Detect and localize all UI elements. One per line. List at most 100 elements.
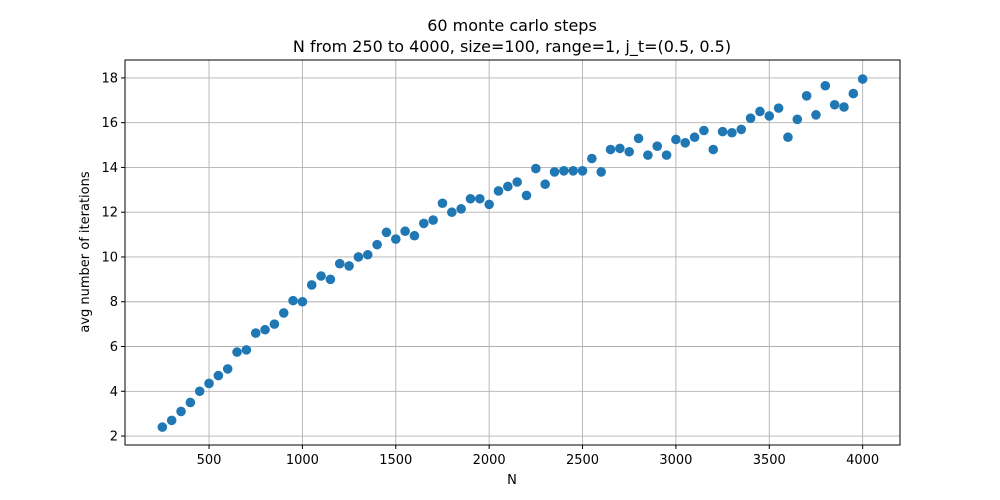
data-point bbox=[222, 364, 233, 374]
data-point bbox=[568, 165, 578, 176]
data-point bbox=[615, 143, 625, 154]
data-point bbox=[829, 99, 840, 110]
data-point bbox=[325, 274, 336, 285]
data-point bbox=[456, 204, 466, 214]
data-point bbox=[624, 146, 635, 157]
data-point bbox=[381, 227, 392, 238]
data-point bbox=[418, 218, 429, 229]
data-point bbox=[689, 132, 700, 143]
data-point bbox=[755, 106, 765, 117]
x-tick-label: 3000 bbox=[659, 453, 692, 468]
data-point bbox=[717, 126, 728, 137]
data-point bbox=[848, 88, 859, 99]
data-point bbox=[773, 103, 784, 113]
data-point bbox=[792, 114, 803, 125]
data-point bbox=[671, 134, 681, 145]
y-tick-label: 6 bbox=[110, 340, 118, 355]
data-point bbox=[269, 319, 280, 329]
data-point bbox=[745, 113, 756, 123]
axis-ticks: 500 1000 1500 2000 2500 3000 3500 4000 2 4 6 8 10 12 1… bbox=[101, 71, 879, 468]
data-point bbox=[194, 386, 205, 397]
data-point bbox=[306, 280, 317, 290]
data-point bbox=[549, 167, 560, 177]
data-point bbox=[204, 378, 214, 389]
data-point bbox=[484, 199, 494, 210]
data-point bbox=[372, 239, 382, 250]
data-point bbox=[559, 165, 569, 176]
x-tick-label: 1000 bbox=[286, 453, 319, 468]
data-point bbox=[316, 271, 326, 281]
data-point bbox=[288, 295, 298, 306]
data-point bbox=[344, 261, 354, 271]
data-point bbox=[232, 347, 242, 357]
data-point bbox=[811, 110, 821, 120]
data-point bbox=[661, 150, 672, 160]
data-point bbox=[390, 234, 401, 244]
data-point bbox=[260, 324, 270, 335]
data-point bbox=[475, 193, 485, 204]
data-point bbox=[176, 406, 186, 417]
x-axis-label: N bbox=[507, 473, 517, 488]
data-point bbox=[493, 186, 504, 196]
data-points bbox=[157, 74, 868, 432]
data-point bbox=[297, 296, 308, 307]
y-axis-label: avg number of iterations bbox=[78, 171, 93, 332]
data-point bbox=[680, 138, 691, 148]
data-point bbox=[334, 258, 345, 269]
data-point bbox=[736, 124, 747, 135]
data-point bbox=[727, 127, 737, 138]
x-tick-label: 1500 bbox=[379, 453, 412, 468]
data-point bbox=[185, 397, 196, 408]
data-point bbox=[400, 226, 410, 237]
data-point bbox=[857, 74, 868, 84]
y-tick-label: 4 bbox=[110, 385, 118, 400]
y-tick-label: 10 bbox=[101, 250, 118, 265]
data-point bbox=[783, 132, 793, 143]
data-point bbox=[596, 167, 607, 177]
grid-lines bbox=[125, 60, 900, 445]
data-point bbox=[428, 215, 438, 225]
x-tick-label: 500 bbox=[197, 453, 222, 468]
data-point bbox=[577, 165, 588, 176]
data-point bbox=[605, 144, 616, 155]
data-point bbox=[437, 198, 448, 209]
data-point bbox=[512, 177, 522, 187]
data-point bbox=[278, 308, 289, 318]
data-point bbox=[503, 181, 513, 192]
data-point bbox=[801, 91, 812, 101]
data-point bbox=[643, 150, 653, 160]
y-tick-label: 8 bbox=[110, 295, 118, 310]
y-tick-label: 12 bbox=[101, 206, 118, 221]
x-tick-label: 2500 bbox=[566, 453, 599, 468]
data-point bbox=[362, 249, 373, 260]
data-point bbox=[652, 141, 663, 151]
data-point bbox=[708, 144, 719, 155]
x-tick-label: 3500 bbox=[753, 453, 786, 468]
data-point bbox=[409, 230, 420, 241]
data-point bbox=[447, 207, 457, 218]
data-point bbox=[353, 252, 364, 262]
x-tick-label: 4000 bbox=[846, 453, 879, 468]
chart-subtitle: N from 250 to 4000, size=100, range=1, j… bbox=[293, 37, 731, 57]
data-point bbox=[764, 111, 775, 121]
plot-frame bbox=[124, 59, 901, 446]
data-point bbox=[241, 345, 252, 355]
data-point bbox=[839, 102, 849, 112]
data-point bbox=[540, 179, 550, 190]
data-point bbox=[521, 190, 532, 201]
data-point bbox=[250, 328, 261, 338]
y-tick-label: 16 bbox=[101, 116, 118, 131]
y-tick-label: 14 bbox=[101, 161, 118, 176]
data-point bbox=[166, 415, 177, 426]
data-point bbox=[465, 193, 476, 204]
data-point bbox=[633, 133, 644, 144]
y-tick-label: 18 bbox=[101, 71, 118, 86]
chart-title: 60 monte carlo steps bbox=[427, 16, 597, 35]
data-point bbox=[587, 153, 597, 164]
x-tick-label: 2000 bbox=[473, 453, 506, 468]
y-tick-label: 2 bbox=[110, 430, 118, 445]
data-point bbox=[213, 370, 224, 381]
data-point bbox=[820, 80, 831, 91]
data-point bbox=[699, 125, 709, 136]
